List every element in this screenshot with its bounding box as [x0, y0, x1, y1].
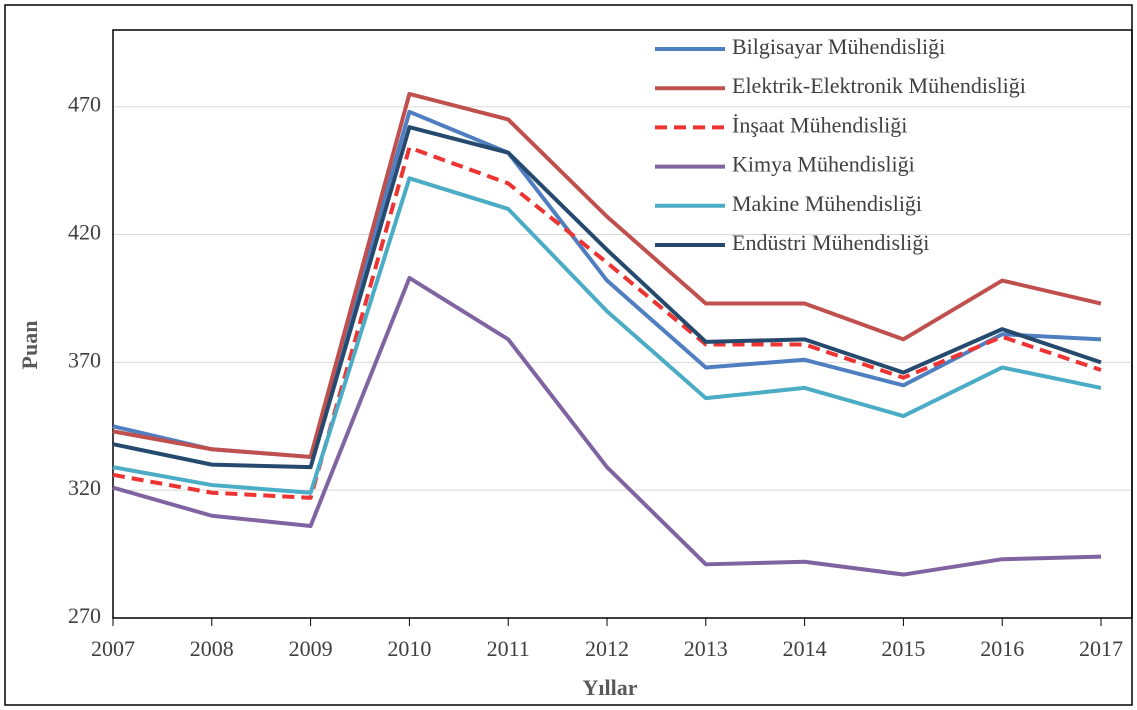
line-series: [112, 125, 1102, 470]
y-tick-label: 420: [68, 220, 101, 245]
x-axis-label: Yıllar: [583, 675, 638, 700]
y-tick-label: 470: [68, 92, 101, 117]
legend-label: Makine Mühendisliği: [732, 191, 922, 216]
x-tick-label: 2011: [487, 636, 530, 661]
legend-label: Endüstri Mühendisliği: [732, 230, 929, 255]
line-series: [112, 91, 1102, 459]
x-tick-label: 2015: [881, 636, 925, 661]
line-series: [112, 145, 1102, 500]
plot-frame: [112, 29, 1133, 619]
legend-label: Elektrik-Elektronik Mühendisliği: [732, 73, 1026, 98]
x-tick-label: 2012: [585, 636, 629, 661]
x-tick-label: 2013: [684, 636, 728, 661]
x-tick-label: 2010: [387, 636, 431, 661]
y-tick-label: 370: [68, 347, 101, 372]
line-series: [112, 275, 1102, 577]
y-axis-label: Puan: [17, 321, 42, 370]
x-tick-label: 2007: [91, 636, 135, 661]
x-tick-label: 2017: [1079, 636, 1123, 661]
x-tick-label: 2009: [289, 636, 333, 661]
legend-label: Kimya Mühendisliği: [732, 152, 915, 177]
legend-label: Bilgisayar Mühendisliği: [732, 34, 945, 59]
x-tick-label: 2008: [190, 636, 234, 661]
line-series: [112, 176, 1102, 495]
x-tick-label: 2016: [980, 636, 1024, 661]
y-tick-label: 270: [68, 603, 101, 628]
x-tick-label: 2014: [783, 636, 827, 661]
line-series: [112, 109, 1102, 459]
y-tick-label: 320: [68, 475, 101, 500]
legend-label: İnşaat Mühendisliği: [732, 112, 907, 137]
